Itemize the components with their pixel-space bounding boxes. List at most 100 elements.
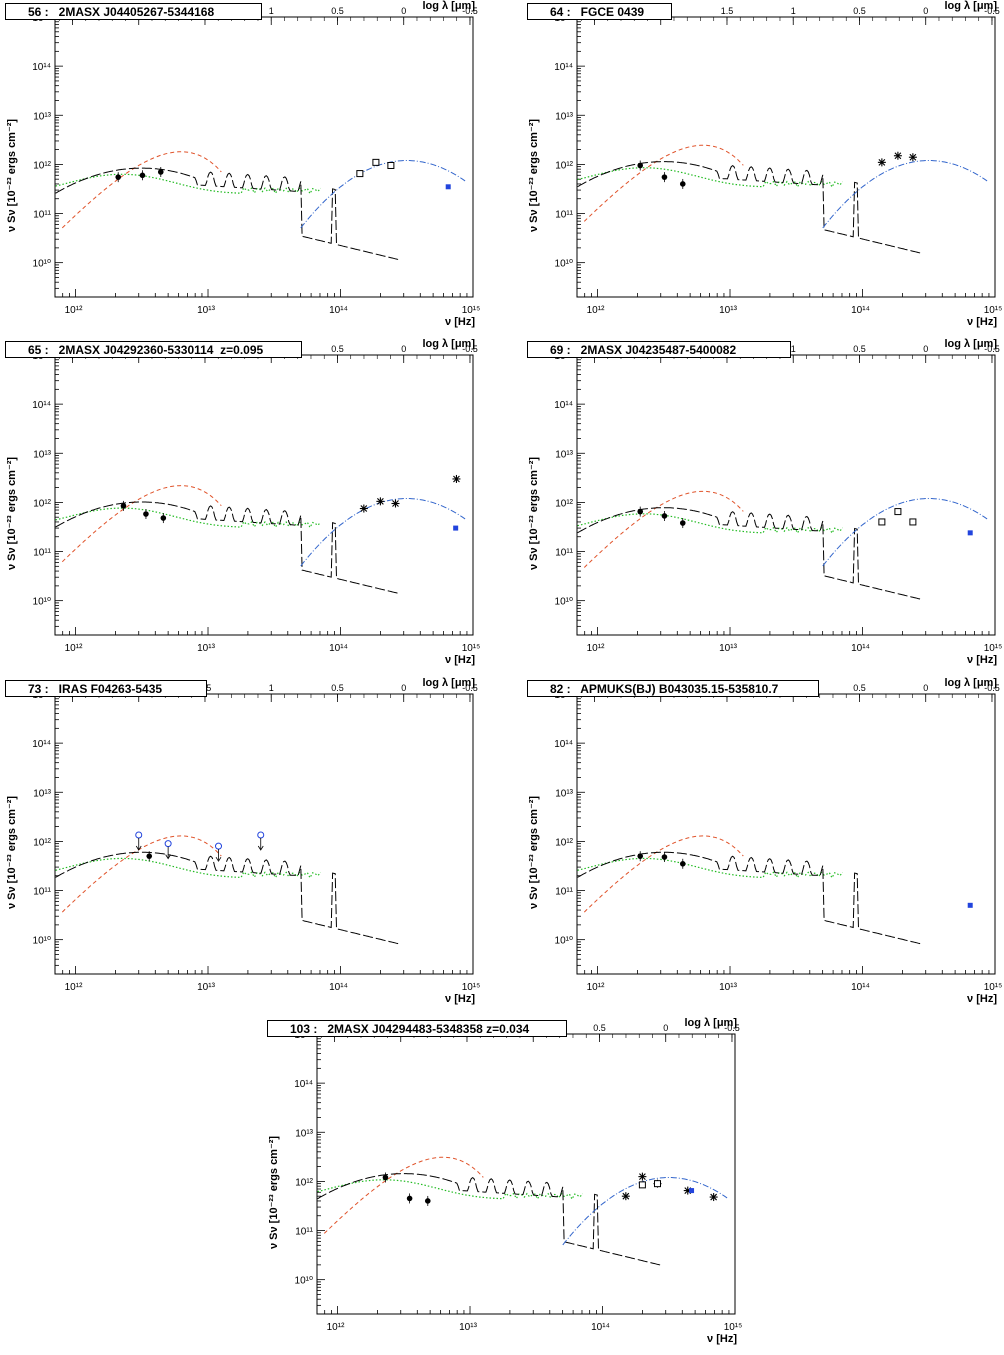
y-tick-label: 10¹¹: [33, 887, 51, 898]
x-tick-label: 10¹³: [719, 643, 737, 654]
y-tick-label: 10¹³: [295, 1128, 313, 1139]
x-tick-label: 10¹⁵: [984, 305, 1003, 316]
data-point-blue-square: [445, 184, 451, 190]
optical-template: [300, 498, 466, 567]
y-tick-label: 10¹²: [555, 160, 573, 171]
x-tick-label: 10¹²: [587, 643, 605, 654]
top-tick-label: 0.5: [853, 683, 866, 693]
y-tick-label: 10¹⁴: [554, 62, 573, 73]
top-tick-label: 1.5: [721, 6, 734, 16]
x-axis-label: ν [Hz]: [967, 993, 997, 1005]
x-axis-label: ν [Hz]: [445, 993, 475, 1005]
sed-panel-64: 10¹²10¹³10¹⁴10¹⁵2.521.510.50-0.510¹⁰10¹¹…: [527, 0, 1004, 338]
x-tick-label: 10¹⁵: [462, 643, 481, 654]
x-tick-label: 10¹³: [197, 982, 215, 993]
y-tick-label: 10¹²: [33, 160, 51, 171]
sed-panel-56: 10¹²10¹³10¹⁴10¹⁵2.521.510.50-0.510¹⁰10¹¹…: [5, 0, 483, 338]
upper-limit-arrowhead: [135, 845, 142, 851]
data-point-blue-square: [967, 530, 973, 536]
x-tick-label: 10¹²: [65, 982, 83, 993]
data-point-asterisk: [709, 1193, 718, 1202]
x-tick-label: 10¹²: [65, 643, 83, 654]
x-axis-label: ν [Hz]: [445, 316, 475, 328]
ir-template: [577, 851, 923, 945]
data-point-asterisk: [359, 504, 368, 513]
x-axis-label: ν [Hz]: [445, 654, 475, 666]
x-tick-label: 10¹⁴: [591, 1322, 610, 1333]
upper-limit-arrowhead: [165, 854, 171, 860]
sed-panel-103: 10¹²10¹³10¹⁴10¹⁵2.521.510.50-0.510¹⁰10¹¹…: [267, 1017, 745, 1355]
y-tick-label: 10¹⁰: [33, 936, 51, 947]
x-tick-label: 10¹⁴: [329, 982, 348, 993]
top-tick-label: -0.5: [984, 6, 1000, 16]
sed-plot-103: 10¹²10¹³10¹⁴10¹⁵2.521.510.50-0.510¹⁰10¹¹…: [294, 1023, 742, 1333]
y-tick-label: 10¹⁴: [554, 400, 573, 411]
optical-template: [300, 160, 466, 229]
panel-title: 65 : 2MASX J04292360-5330114 z=0.095: [5, 341, 302, 358]
y-tick-label: 10¹⁰: [555, 259, 573, 270]
ir-template: [577, 161, 923, 254]
x-tick-label: 10¹⁵: [462, 305, 481, 316]
x-tick-label: 10¹⁴: [851, 982, 870, 993]
y-axis-label: ν Sν [10⁻²³ ergs cm⁻²]: [6, 795, 18, 909]
y-tick-label: 10¹²: [295, 1177, 313, 1188]
top-tick-label: 1: [791, 6, 796, 16]
data-point-asterisk: [893, 151, 902, 160]
x-tick-label: 10¹⁵: [984, 643, 1003, 654]
sed-panel-65: 10¹²10¹³10¹⁴10¹⁵2.521.510.50-0.510¹⁰10¹¹…: [5, 338, 483, 676]
panel-title: 73 : IRAS F04263-5435: [5, 680, 207, 697]
x-tick-label: 10¹⁵: [462, 982, 481, 993]
data-point-asterisk: [391, 499, 400, 508]
top-tick-label: 0: [401, 683, 406, 693]
data-point-upper-limit: [215, 842, 223, 850]
y-tick-label: 10¹²: [555, 837, 573, 848]
top-tick-label: 0: [923, 6, 928, 16]
plot-frame: [576, 16, 996, 298]
greybody-curve: [61, 151, 222, 229]
top-tick-label: 0.5: [593, 1023, 606, 1033]
top-tick-label: -0.5: [462, 344, 478, 354]
upper-limit-arrowhead: [215, 856, 222, 862]
plot-frame: [54, 16, 474, 298]
top-tick-label: 0.5: [331, 6, 344, 16]
x-tick-label: 10¹³: [459, 1322, 477, 1333]
x-tick-label: 10¹³: [197, 643, 215, 654]
greybody-curve: [61, 835, 222, 913]
y-tick-label: 10¹⁴: [32, 62, 51, 73]
top-tick-label: -0.5: [462, 683, 478, 693]
top-axis-label: log λ [μm]: [944, 0, 997, 12]
y-tick-label: 10¹⁴: [32, 739, 51, 750]
y-tick-label: 10¹²: [33, 498, 51, 509]
starburst-template: [577, 167, 844, 189]
data-point-asterisk: [877, 158, 886, 167]
top-axis-label: log λ [μm]: [422, 677, 475, 689]
y-tick-label: 10¹³: [33, 449, 51, 460]
y-axis-label: ν Sν [10⁻²³ ergs cm⁻²]: [268, 1135, 280, 1249]
top-tick-label: 0: [401, 344, 406, 354]
top-tick-label: 1: [269, 6, 274, 16]
top-axis-label: log λ [μm]: [944, 338, 997, 350]
y-axis-label: ν Sν [10⁻²³ ergs cm⁻²]: [6, 118, 18, 232]
greybody-curve: [583, 835, 744, 913]
sed-plot-73: 10¹²10¹³10¹⁴10¹⁵2.521.510.50-0.510¹⁰10¹¹…: [32, 683, 481, 993]
starburst-template: [55, 507, 322, 529]
x-tick-label: 10¹²: [327, 1322, 345, 1333]
top-axis-label: log λ [μm]: [422, 0, 475, 12]
greybody-curve: [323, 1156, 484, 1234]
x-axis-label: ν [Hz]: [967, 654, 997, 666]
top-axis-label: log λ [μm]: [684, 1017, 737, 1029]
plot-frame: [54, 693, 474, 975]
sed-plot-64: 10¹²10¹³10¹⁴10¹⁵2.521.510.50-0.510¹⁰10¹¹…: [554, 6, 1003, 316]
x-tick-label: 10¹³: [719, 982, 737, 993]
plot-frame: [316, 1033, 736, 1315]
y-tick-label: 10¹⁰: [555, 597, 573, 608]
sed-plot-69: 10¹²10¹³10¹⁴10¹⁵2.521.510.50-0.510¹⁰10¹¹…: [554, 344, 1003, 654]
x-tick-label: 10¹²: [587, 305, 605, 316]
y-axis-label: ν Sν [10⁻²³ ergs cm⁻²]: [6, 456, 18, 570]
sed-plot-65: 10¹²10¹³10¹⁴10¹⁵2.521.510.50-0.510¹⁰10¹¹…: [32, 344, 481, 654]
y-tick-label: 10¹²: [555, 498, 573, 509]
y-tick-label: 10¹¹: [33, 210, 51, 221]
y-axis-label: ν Sν [10⁻²³ ergs cm⁻²]: [528, 795, 540, 909]
y-tick-label: 10¹⁴: [554, 739, 573, 750]
y-tick-label: 10¹¹: [555, 887, 573, 898]
